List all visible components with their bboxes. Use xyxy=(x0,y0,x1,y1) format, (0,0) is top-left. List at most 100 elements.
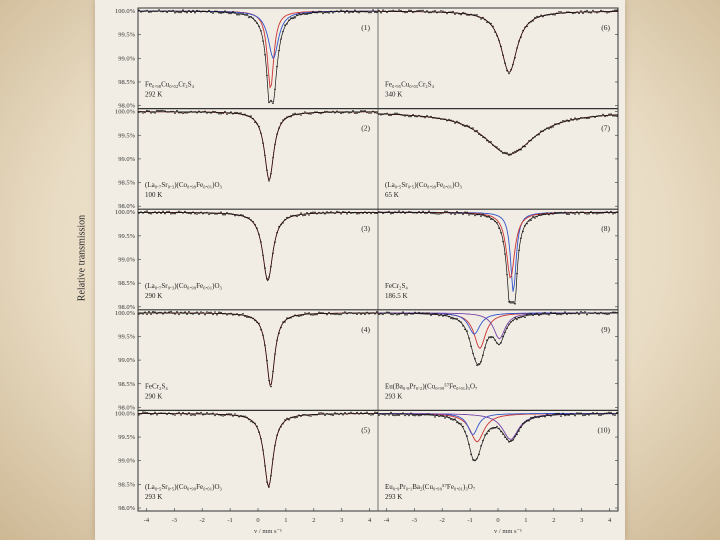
data-point xyxy=(484,434,486,436)
data-point xyxy=(302,413,304,416)
data-point xyxy=(386,11,388,13)
fit-curve xyxy=(138,312,378,387)
data-point xyxy=(534,16,536,19)
data-point xyxy=(196,111,198,114)
data-point xyxy=(248,16,250,19)
data-point xyxy=(354,312,356,315)
data-point xyxy=(144,111,146,114)
data-point xyxy=(478,213,480,216)
data-point xyxy=(442,212,444,214)
data-point xyxy=(266,74,268,77)
data-point xyxy=(160,412,162,414)
data-point xyxy=(184,311,186,313)
data-point xyxy=(274,88,276,90)
data-point xyxy=(264,344,266,347)
data-point xyxy=(220,311,222,314)
total-fit-curve xyxy=(378,211,618,304)
data-point xyxy=(404,414,406,417)
data-point xyxy=(542,15,544,18)
data-point xyxy=(382,313,384,316)
y-tick-label: 99.0% xyxy=(118,357,135,364)
data-point xyxy=(218,311,220,314)
data-point xyxy=(406,413,408,416)
data-point xyxy=(428,11,430,14)
data-point xyxy=(460,321,462,324)
data-point xyxy=(284,218,286,221)
data-point xyxy=(308,414,310,417)
data-point xyxy=(588,117,590,119)
data-point xyxy=(408,115,410,118)
data-point xyxy=(372,9,374,11)
data-point xyxy=(570,312,572,315)
data-point xyxy=(274,143,276,146)
data-point xyxy=(354,9,356,11)
data-point xyxy=(210,311,212,314)
data-point xyxy=(438,213,440,215)
data-point xyxy=(248,115,250,117)
data-point xyxy=(528,419,530,422)
data-point xyxy=(496,34,498,37)
data-point xyxy=(218,12,220,14)
data-point xyxy=(384,312,386,315)
data-point xyxy=(226,113,228,115)
sample-composition: (La₀.₅Sr₀.₅)(Co₀.₉₉Fe₀.₀₁)O₃ xyxy=(385,181,463,189)
data-point xyxy=(378,414,380,416)
data-point xyxy=(212,313,214,316)
data-point xyxy=(222,112,224,115)
data-point xyxy=(394,112,396,115)
data-point xyxy=(588,414,590,416)
data-point xyxy=(302,314,304,316)
data-point xyxy=(462,325,464,327)
data-point xyxy=(304,413,306,416)
data-point xyxy=(518,317,520,319)
data-point xyxy=(594,413,596,415)
data-point xyxy=(510,321,512,323)
data-point xyxy=(352,110,354,112)
data-point xyxy=(344,311,346,313)
data-point xyxy=(572,413,574,416)
data-point xyxy=(482,16,484,19)
data-point xyxy=(586,9,588,12)
data-point xyxy=(320,412,322,414)
data-point xyxy=(578,412,580,415)
data-point xyxy=(484,347,486,349)
data-point xyxy=(172,413,174,416)
data-point xyxy=(282,422,284,425)
data-point xyxy=(540,214,542,216)
data-point xyxy=(142,112,144,114)
data-point xyxy=(146,109,148,112)
data-point xyxy=(434,10,436,12)
data-point xyxy=(220,12,222,14)
data-point xyxy=(270,99,272,102)
data-point xyxy=(602,312,604,315)
data-point xyxy=(528,313,530,315)
data-point xyxy=(302,12,304,15)
data-point xyxy=(266,169,268,171)
data-point xyxy=(144,211,146,213)
data-point xyxy=(204,212,206,214)
x-tick-label: -3 xyxy=(172,517,177,524)
data-point xyxy=(186,112,188,114)
data-point xyxy=(330,413,332,416)
data-point xyxy=(158,311,160,314)
data-point xyxy=(326,412,328,415)
data-point xyxy=(364,211,366,213)
data-point xyxy=(442,10,444,13)
data-point xyxy=(502,240,504,243)
data-point xyxy=(448,211,450,214)
panel-number: (7) xyxy=(601,124,610,133)
data-point xyxy=(478,16,480,18)
sample-temperature: 293 K xyxy=(385,392,402,400)
data-point xyxy=(232,113,234,115)
data-point xyxy=(160,212,162,214)
data-point xyxy=(198,313,200,316)
data-point xyxy=(176,211,178,214)
data-point xyxy=(224,213,226,216)
data-point xyxy=(158,412,160,415)
data-point xyxy=(388,414,390,416)
data-point xyxy=(520,316,522,319)
data-point xyxy=(442,315,444,317)
data-point xyxy=(338,313,340,316)
data-point xyxy=(428,312,430,315)
data-point xyxy=(586,313,588,316)
